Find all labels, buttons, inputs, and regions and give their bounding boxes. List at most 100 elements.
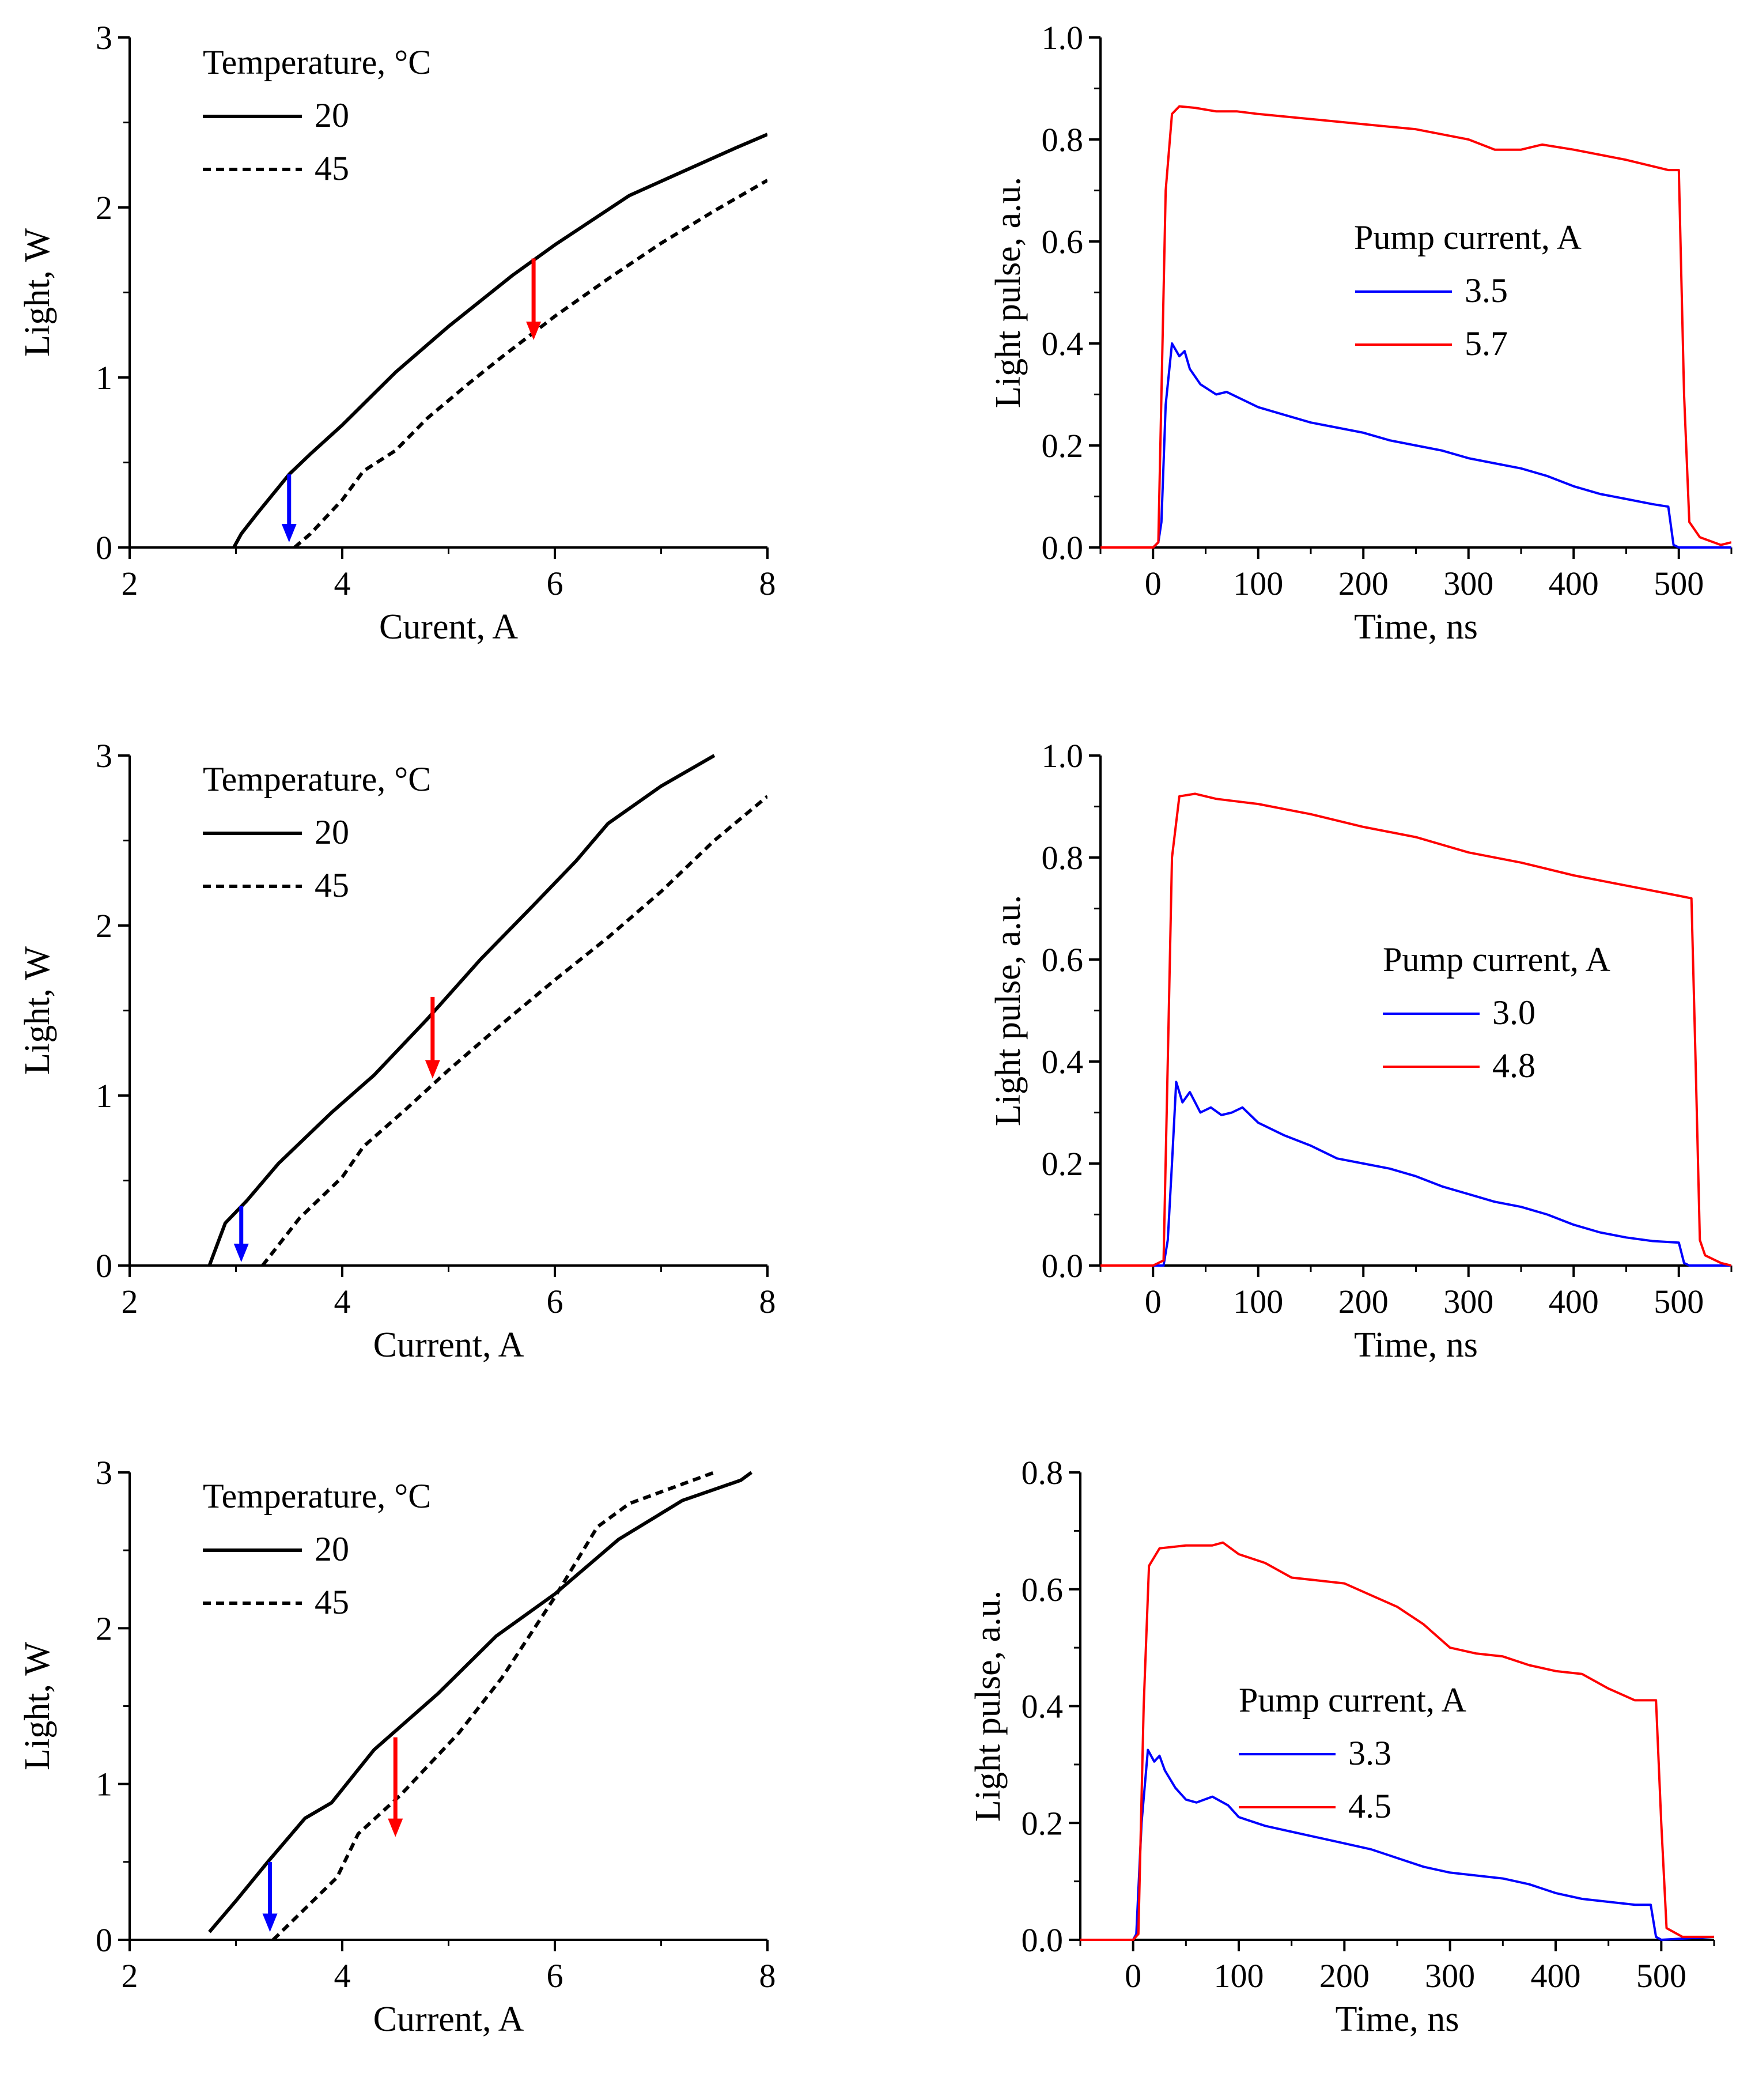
y-tick-label: 2 (96, 1610, 112, 1647)
x-axis-title: Time, ns (1354, 1325, 1478, 1365)
y-axis-title: Light, W (18, 946, 57, 1075)
legend-title: Pump current, A (1383, 941, 1610, 979)
series-line-45 (293, 179, 767, 549)
series-line-5.7 (1100, 105, 1731, 549)
x-tick-label: 6 (547, 1283, 563, 1320)
y-axis-title: Light pulse, a.u. (969, 1591, 1008, 1822)
chart-pulse-3: 0 100 200 300 400 500 0.0 0.2 0.4 0.6 0.8 Time, ns L… (969, 1454, 1715, 2039)
x-axis-title: Curent, A (379, 607, 518, 647)
series-line-3.5 (1100, 342, 1731, 549)
y-tick-label: 0.0 (1042, 529, 1084, 566)
y-tick-label: 1 (96, 1766, 112, 1803)
x-tick-label: 100 (1233, 1283, 1283, 1320)
legend-title: Pump current, A (1354, 218, 1582, 256)
legend-title: Pump current, A (1239, 1681, 1466, 1719)
chart-pulse-2: 0 100 200 300 400 500 0.0 0.2 0.4 0.6 0.8 1.0 Time, … (989, 737, 1733, 1365)
legend-label: 3.0 (1492, 994, 1535, 1032)
y-axis-title: Light, W (18, 228, 57, 357)
series-line-20 (232, 133, 767, 549)
x-tick-label: 300 (1443, 565, 1493, 602)
y-tick-label: 1 (96, 359, 112, 396)
y-tick-label: 0.2 (1042, 427, 1084, 464)
series-line-3.3 (1080, 1748, 1714, 1941)
y-tick-label: 0.6 (1042, 941, 1084, 979)
x-tick-label: 300 (1425, 1957, 1475, 1995)
y-tick-label: 1.0 (1042, 737, 1084, 775)
x-tick-label: 300 (1443, 1283, 1493, 1320)
y-tick-label: 0.6 (1022, 1571, 1064, 1608)
legend-label: 4.8 (1492, 1047, 1535, 1085)
x-tick-label: 500 (1636, 1957, 1686, 1995)
legend-label: 5.7 (1465, 324, 1508, 362)
series-line-4.8 (1100, 792, 1731, 1267)
legend-label: 45 (315, 866, 349, 904)
x-axis-title: Time, ns (1336, 2000, 1459, 2039)
y-tick-label: 3 (96, 19, 112, 56)
y-tick-label: 0.4 (1022, 1688, 1064, 1725)
legend-label: 20 (315, 813, 349, 851)
y-tick-label: 0.0 (1022, 1921, 1064, 1959)
x-tick-label: 100 (1214, 1957, 1264, 1995)
legend-label: 45 (315, 149, 349, 187)
x-tick-label: 200 (1338, 565, 1389, 602)
x-axis-title: Time, ns (1354, 607, 1478, 647)
series-line-20 (208, 1471, 753, 1933)
x-tick-label: 4 (334, 1957, 351, 1995)
y-tick-label: 1.0 (1042, 19, 1084, 56)
x-tick-label: 8 (759, 1957, 776, 1995)
arrow-head (262, 1913, 278, 1932)
legend-label: 4.5 (1348, 1787, 1391, 1825)
legend-title: Temperature, °C (203, 43, 431, 81)
legend-label: 45 (315, 1583, 349, 1621)
y-tick-label: 0.4 (1042, 325, 1084, 362)
x-tick-label: 8 (759, 1283, 776, 1320)
arrow-head (388, 1818, 403, 1837)
y-tick-label: 0.8 (1042, 839, 1084, 877)
x-axis-title: Current, A (373, 2000, 524, 2039)
y-tick-label: 1 (96, 1077, 112, 1115)
x-tick-label: 2 (122, 565, 138, 602)
y-axis-title: Light, W (18, 1642, 57, 1770)
x-tick-label: 4 (334, 1283, 351, 1320)
legend-label: 3.3 (1348, 1734, 1391, 1772)
y-tick-label: 0 (96, 529, 112, 566)
x-tick-label: 200 (1319, 1957, 1370, 1995)
y-tick-label: 0.8 (1022, 1454, 1064, 1491)
x-tick-label: 100 (1233, 565, 1283, 602)
series-line-3.0 (1100, 1081, 1731, 1267)
x-tick-label: 0 (1145, 565, 1162, 602)
x-tick-label: 6 (547, 1957, 563, 1995)
arrow-head (526, 322, 542, 341)
x-tick-label: 4 (334, 565, 351, 602)
x-tick-label: 8 (759, 565, 776, 602)
chart-li-1: 2 4 6 8 0 1 2 3 Curent, A Light, W Temperature, °C… (18, 19, 776, 647)
legend-label: 3.5 (1465, 271, 1508, 309)
series-line-4.5 (1080, 1541, 1714, 1941)
series-line-45 (261, 795, 767, 1267)
y-tick-label: 3 (96, 1454, 112, 1491)
y-tick-label: 0 (96, 1921, 112, 1959)
x-tick-label: 0 (1145, 1283, 1162, 1320)
x-tick-label: 6 (547, 565, 563, 602)
x-tick-label: 2 (122, 1283, 138, 1320)
chart-li-2: 2 4 6 8 0 1 2 3 Current, A Light, W Temperature, °… (18, 737, 776, 1365)
y-tick-label: 3 (96, 737, 112, 775)
series-line-20 (207, 754, 716, 1267)
chart-li-3: 2 4 6 8 0 1 2 3 Current, A Light, W Temperature, °… (18, 1454, 776, 2039)
legend-label: 20 (315, 1530, 349, 1568)
legend-label: 20 (315, 96, 349, 134)
legend-title: Temperature, °C (203, 760, 431, 798)
series-line-45 (272, 1471, 715, 1942)
y-tick-label: 2 (96, 907, 112, 945)
y-tick-label: 0 (96, 1247, 112, 1285)
y-tick-label: 0.4 (1042, 1043, 1084, 1081)
x-tick-label: 500 (1654, 565, 1704, 602)
arrow-head (233, 1244, 249, 1263)
y-axis-title: Light pulse, a.u. (989, 177, 1028, 408)
y-axis-title: Light pulse, a.u. (989, 895, 1028, 1126)
x-tick-label: 400 (1549, 1283, 1599, 1320)
y-tick-label: 0.2 (1042, 1145, 1084, 1183)
x-tick-label: 0 (1125, 1957, 1141, 1995)
legend-title: Temperature, °C (203, 1477, 431, 1515)
